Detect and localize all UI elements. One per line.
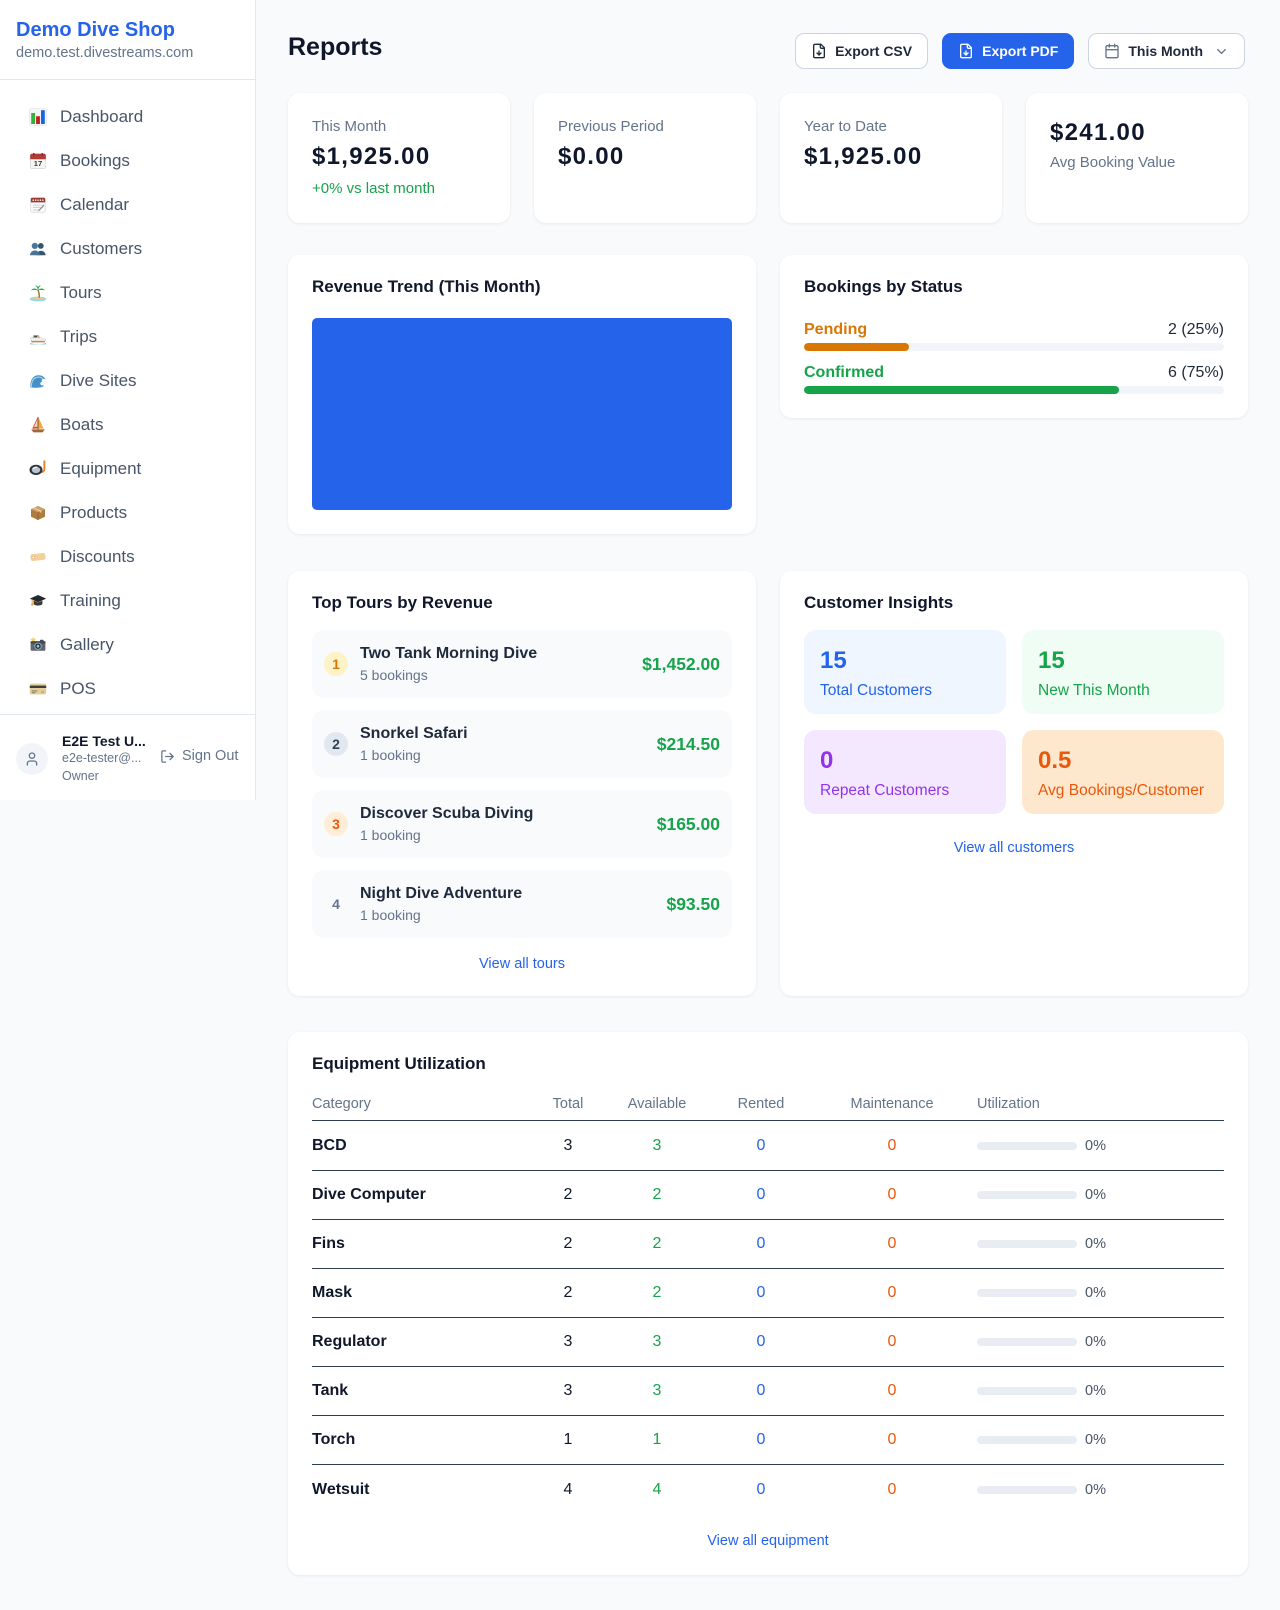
svg-text:17: 17 — [34, 159, 42, 168]
